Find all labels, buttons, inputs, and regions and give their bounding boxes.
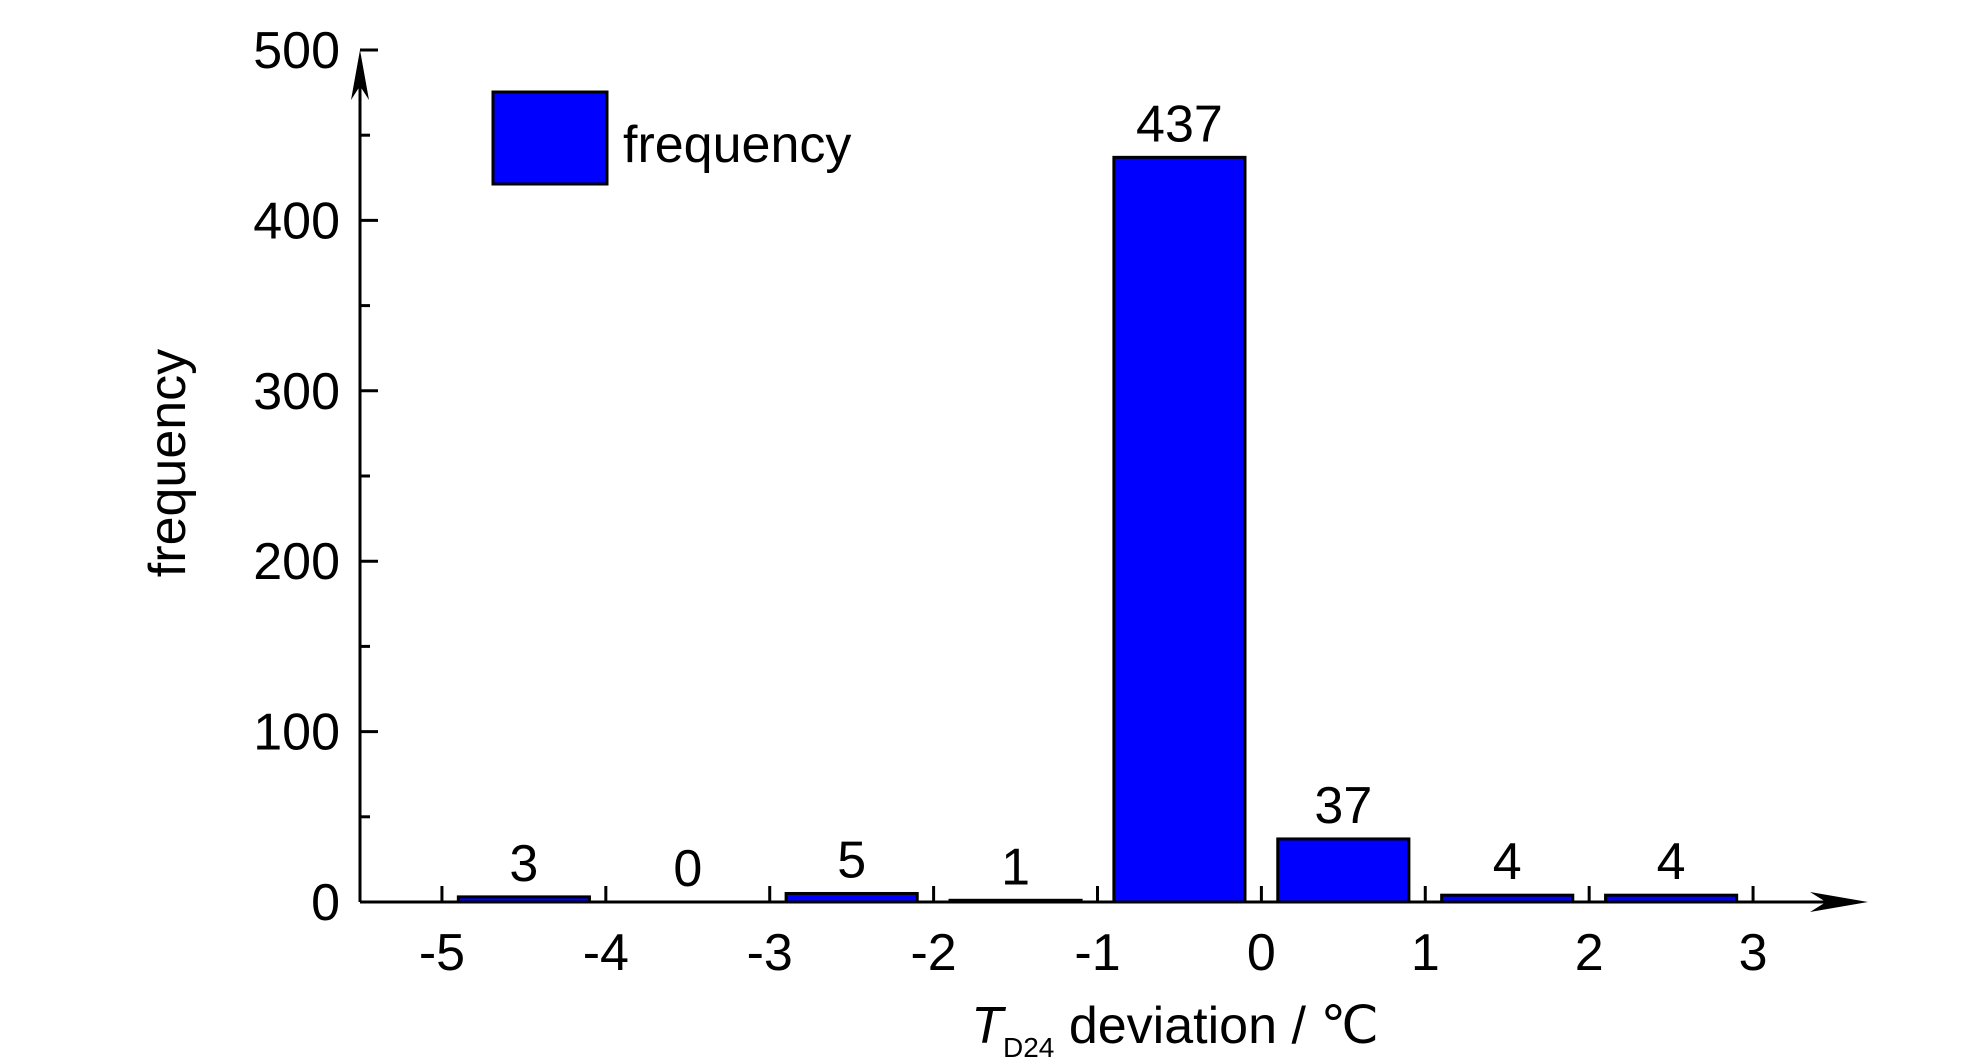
bar-value-label: 437 (1136, 95, 1223, 153)
y-tick-label: 0 (311, 874, 340, 932)
x-axis-label: TD24 deviation / ℃ (971, 997, 1378, 1063)
y-tick-label: 400 (253, 192, 340, 250)
x-axis-label-symbol: T (971, 997, 1006, 1055)
x-tick-label: -1 (1074, 924, 1120, 982)
bar-value-label: 4 (1493, 833, 1522, 891)
legend: frequency (491, 90, 851, 186)
y-axis-arrow (351, 50, 369, 100)
y-axis-label: frequency (139, 349, 197, 577)
y-tick-label: 300 (253, 363, 340, 421)
x-axis-arrow (1810, 892, 1868, 912)
y-tick-label: 500 (253, 22, 340, 80)
bar (1112, 155, 1247, 904)
x-tick-label: -2 (910, 924, 956, 982)
x-tick-label: 0 (1247, 924, 1276, 982)
legend-label: frequency (623, 116, 851, 174)
x-tick-label: -5 (419, 924, 465, 982)
x-tick-label: 1 (1411, 924, 1440, 982)
bar-value-label: 37 (1314, 777, 1372, 835)
bar-value-label: 4 (1657, 833, 1686, 891)
x-tick-group: -5 -4 -3 -2 -1 0 1 2 3 (419, 886, 1768, 982)
x-tick-label: 2 (1575, 924, 1604, 982)
y-tick-group: 0 100 200 300 400 500 (253, 22, 378, 932)
x-tick-label: 3 (1739, 924, 1768, 982)
x-tick-label: -4 (583, 924, 629, 982)
bar-value-label: 5 (837, 831, 866, 889)
y-tick-label: 200 (253, 533, 340, 591)
bar (1276, 837, 1411, 904)
bar-value-label: 3 (509, 835, 538, 893)
x-tick-label: -3 (747, 924, 793, 982)
y-tick-label: 100 (253, 704, 340, 762)
bar-group (456, 155, 1739, 904)
bar-label-group: 3 0 5 1 437 37 4 4 (509, 95, 1685, 898)
bar-value-label: 1 (1001, 838, 1030, 896)
legend-swatch (491, 90, 609, 186)
bar-value-label: 0 (673, 840, 702, 898)
x-axis-label-subscript: D24 (1003, 1032, 1054, 1063)
x-axis-label-text: deviation / ℃ (1054, 997, 1378, 1055)
axes (351, 50, 1868, 912)
